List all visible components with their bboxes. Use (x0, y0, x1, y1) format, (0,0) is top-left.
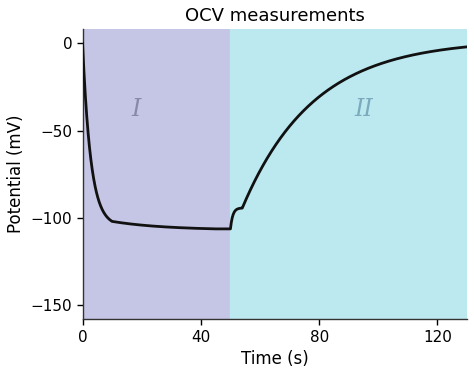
Text: II: II (354, 98, 373, 121)
Y-axis label: Potential (mV): Potential (mV) (7, 115, 25, 233)
Bar (82, 29, 230, 319)
Bar (230, 29, 467, 319)
X-axis label: Time (s): Time (s) (241, 350, 309, 368)
Text: I: I (131, 98, 140, 121)
Title: OCV measurements: OCV measurements (185, 7, 365, 25)
